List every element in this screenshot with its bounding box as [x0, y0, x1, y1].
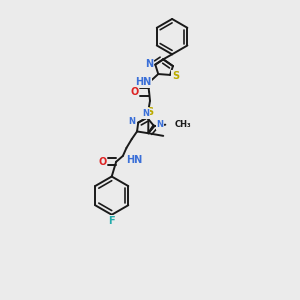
Text: S: S [172, 71, 179, 81]
Text: O: O [130, 87, 139, 97]
Text: F: F [108, 216, 115, 226]
Text: S: S [146, 107, 154, 117]
Text: HN: HN [126, 155, 142, 165]
Text: N: N [142, 109, 149, 118]
Text: HN: HN [135, 77, 152, 87]
Text: O: O [98, 157, 106, 167]
Text: N: N [145, 59, 154, 69]
Text: N: N [157, 121, 164, 130]
Text: N: N [128, 117, 135, 126]
Text: CH₃: CH₃ [174, 120, 191, 129]
